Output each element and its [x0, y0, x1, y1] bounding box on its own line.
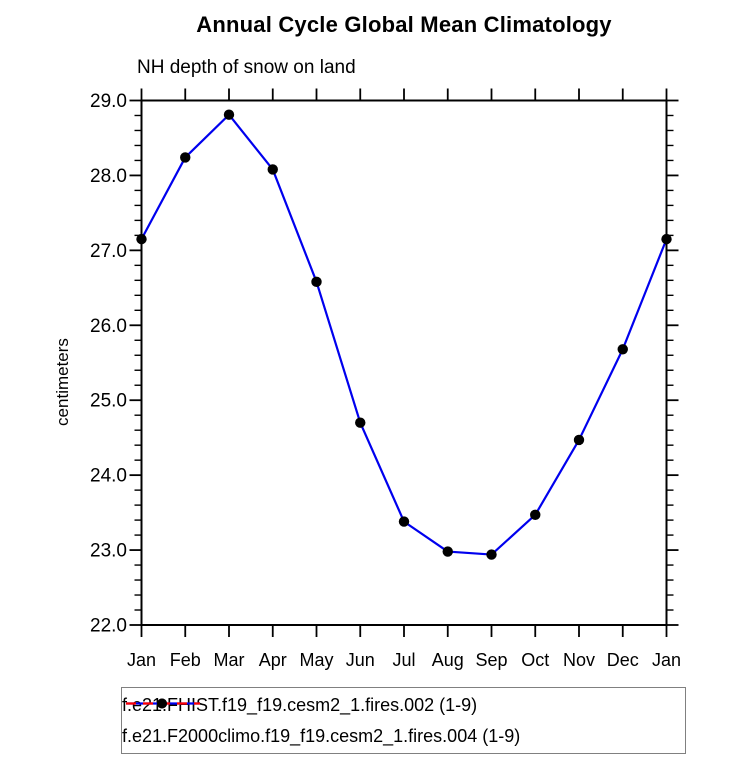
series-1-line [140, 113, 668, 556]
x-tick-label: Dec [607, 650, 639, 670]
y-tick-label: 22.0 [90, 616, 127, 637]
y-tick-label: 28.0 [90, 166, 127, 187]
series-1-marker-dot [136, 233, 147, 245]
series-1-marker-dot [661, 233, 672, 245]
x-tick-label: Aug [432, 650, 464, 670]
y-tick-label: 29.0 [90, 91, 127, 112]
y-tick-label: 27.0 [90, 241, 127, 262]
x-tick-label: Jul [392, 650, 415, 670]
series-1-marker-dot [486, 549, 497, 560]
series-1-marker-dot [530, 509, 541, 521]
x-tick-label: Mar [214, 650, 245, 670]
series-1-marker-dot [573, 434, 585, 446]
series-1-marker-dot [617, 344, 628, 355]
x-tick-label: Feb [170, 650, 201, 670]
series-1-marker-dot [180, 152, 191, 163]
y-tick-label: 24.0 [90, 466, 127, 487]
legend-line-sample-dashed [126, 698, 200, 709]
legend-marker-dot-icon [157, 698, 167, 709]
legend-label-series1: f.e21.FHIST.f19_f19.cesm2_1.fires.002 (1… [122, 694, 478, 715]
chart-title: Annual Cycle Global Mean Climatology [196, 12, 612, 37]
plot-frame [140, 99, 668, 626]
x-tick-label: Sep [475, 650, 507, 670]
x-tick-label: Oct [521, 650, 549, 670]
legend-row-series1: f.e21.FHIST.f19_f19.cesm2_1.fires.002 (1… [122, 690, 685, 721]
x-tick-label: Apr [259, 650, 287, 670]
legend-box: f.e21.FHIST.f19_f19.cesm2_1.fires.002 (1… [121, 687, 686, 754]
x-tick-label: Nov [563, 650, 595, 670]
legend-row-series2: f.e21.F2000climo.f19_f19.cesm2_1.fires.0… [122, 698, 685, 752]
x-tick-label: Jan [652, 650, 681, 670]
y-tick-label: 26.0 [90, 316, 127, 337]
series-1-marker-dot [311, 276, 322, 288]
x-tick-label: May [299, 650, 333, 670]
x-tick-label: Jan [127, 650, 156, 670]
series-1-marker-dot [267, 164, 278, 175]
series-1-marker-dot [223, 109, 235, 120]
x-tick-label: Jun [346, 650, 375, 670]
y-tick-label: 23.0 [90, 541, 127, 562]
legend-label-series2: f.e21.F2000climo.f19_f19.cesm2_1.fires.0… [122, 725, 521, 746]
series-1-marker-dot [398, 516, 410, 527]
series-1-marker-dot [355, 417, 366, 428]
chart-subtitle: NH depth of snow on land [137, 57, 356, 78]
y-tick-label: 25.0 [90, 391, 127, 412]
series-1-marker-dot [442, 546, 453, 557]
